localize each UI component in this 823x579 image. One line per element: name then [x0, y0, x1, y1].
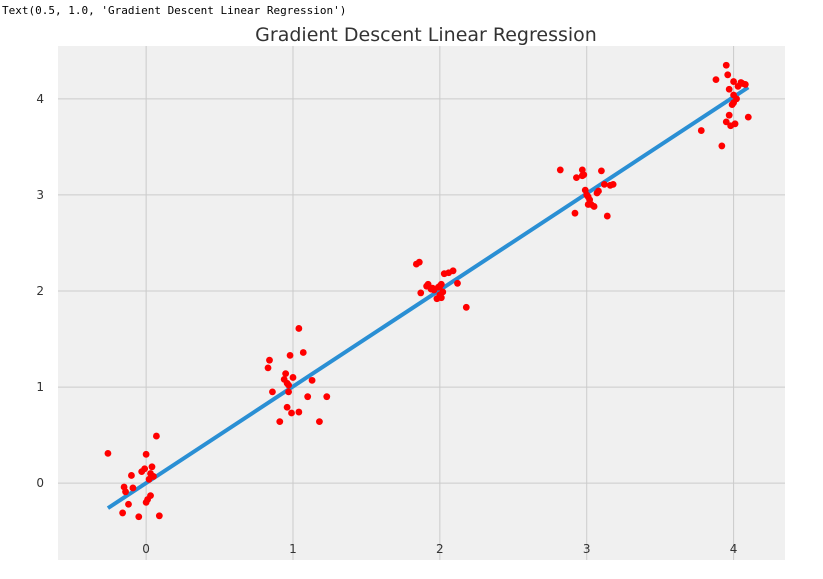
data-point: [730, 91, 737, 99]
scatter-points: [104, 61, 752, 521]
data-point: [724, 71, 732, 79]
chart-title: Gradient Descent Linear Regression: [255, 24, 597, 46]
data-point: [283, 403, 291, 411]
data-point: [741, 81, 749, 88]
data-point: [449, 267, 457, 275]
data-point: [571, 209, 579, 217]
data-point: [282, 370, 290, 378]
data-point: [417, 289, 425, 297]
data-point: [295, 325, 303, 332]
y-tick-labels: 0 1 2 3 4: [36, 92, 44, 490]
y-tick-label: 2: [36, 284, 44, 298]
data-point: [573, 174, 580, 182]
data-point: [725, 111, 733, 119]
data-point: [299, 349, 307, 356]
data-point: [722, 61, 730, 69]
data-point: [142, 450, 150, 458]
data-point: [122, 488, 129, 496]
y-tick-label: 3: [36, 188, 44, 202]
data-point: [285, 388, 292, 396]
data-point: [697, 127, 705, 134]
data-point: [439, 288, 447, 296]
data-point: [722, 118, 730, 126]
data-point: [598, 167, 605, 175]
data-point: [429, 284, 436, 292]
data-point: [725, 85, 733, 93]
data-point: [276, 418, 284, 426]
data-point: [269, 388, 276, 396]
y-tick-label: 4: [36, 92, 44, 106]
data-point: [590, 203, 598, 210]
data-point: [744, 113, 752, 121]
data-point: [155, 512, 163, 520]
data-point: [308, 376, 316, 384]
data-point: [153, 432, 160, 440]
data-point: [600, 180, 608, 188]
data-point: [128, 472, 135, 479]
data-point: [295, 408, 303, 416]
regression-line: [106, 85, 750, 510]
data-point: [734, 82, 742, 90]
data-point: [437, 294, 445, 302]
data-point: [264, 364, 272, 372]
data-point: [415, 258, 423, 266]
data-point: [129, 484, 137, 492]
x-tick-label: 4: [730, 542, 738, 556]
data-point: [731, 120, 739, 128]
y-tick-label: 1: [36, 380, 44, 394]
data-point: [286, 351, 294, 359]
data-point: [609, 180, 617, 188]
data-point: [289, 374, 297, 381]
data-point: [150, 473, 157, 480]
data-point: [437, 280, 445, 288]
data-point: [712, 76, 720, 84]
data-point: [462, 303, 470, 311]
data-point: [266, 356, 273, 364]
y-tick-label: 0: [36, 476, 44, 490]
x-tick-labels: 0 1 2 3 4: [142, 542, 737, 556]
data-point: [288, 409, 295, 417]
data-point: [584, 193, 592, 201]
data-point: [593, 189, 601, 197]
data-point: [104, 449, 112, 457]
data-point: [730, 78, 737, 85]
data-point: [454, 279, 461, 287]
data-point: [556, 166, 564, 174]
data-point: [147, 492, 154, 500]
data-point: [135, 513, 143, 521]
x-tick-label: 0: [142, 542, 150, 556]
data-point: [323, 393, 331, 401]
data-point: [285, 381, 292, 389]
data-point: [304, 393, 312, 401]
x-tick-label: 3: [583, 542, 591, 556]
data-point: [578, 172, 586, 180]
data-point: [148, 463, 156, 471]
x-tick-label: 1: [289, 542, 297, 556]
data-point: [718, 142, 726, 150]
data-point: [316, 418, 323, 426]
repr-output-text: Text(0.5, 1.0, 'Gradient Descent Linear …: [2, 4, 347, 17]
x-tick-label: 2: [436, 542, 444, 556]
data-point: [141, 465, 149, 473]
data-point: [603, 212, 611, 220]
data-point: [125, 500, 132, 508]
grid-lines: [58, 46, 785, 560]
data-line: [106, 85, 750, 510]
data-point: [119, 509, 127, 517]
